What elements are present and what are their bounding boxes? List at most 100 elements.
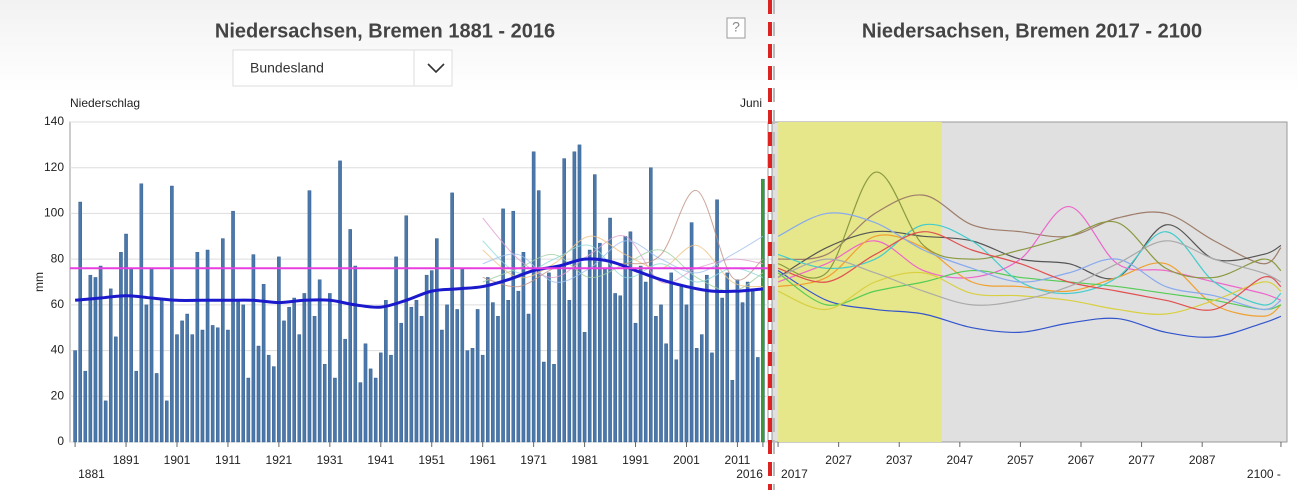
bar xyxy=(343,338,347,443)
bar xyxy=(353,265,358,443)
bar xyxy=(419,316,424,443)
bar xyxy=(592,174,597,443)
bar xyxy=(496,316,500,443)
x-tick-label: 2001 xyxy=(673,453,700,467)
bar xyxy=(608,217,612,443)
bar xyxy=(114,336,118,443)
bar xyxy=(180,320,184,443)
model-line xyxy=(777,212,1282,311)
y-tick-label: 120 xyxy=(44,160,64,174)
dropdown-chevron[interactable] xyxy=(427,63,445,74)
bar xyxy=(638,265,643,443)
bar xyxy=(429,270,434,443)
y-tick-label: 140 xyxy=(44,114,64,128)
model-line xyxy=(777,223,1282,306)
bar xyxy=(287,306,291,443)
bar xyxy=(251,254,256,443)
bar xyxy=(465,350,470,443)
x-tick-label: 1931 xyxy=(316,453,343,467)
bar xyxy=(317,279,322,443)
bar xyxy=(664,343,668,443)
bar xyxy=(272,366,276,443)
bar xyxy=(414,300,419,443)
x-tick-label: 2027 xyxy=(825,453,852,467)
bar xyxy=(445,304,449,443)
bar xyxy=(312,316,317,443)
bar xyxy=(480,354,485,443)
bar xyxy=(669,272,673,443)
bar xyxy=(526,313,531,443)
x-tick-label: 1991 xyxy=(622,453,649,467)
bar xyxy=(756,357,760,443)
bar xyxy=(119,252,123,443)
x-tick-label: 2016 xyxy=(736,467,763,481)
model-line xyxy=(777,270,1282,338)
bar xyxy=(399,322,403,443)
bar xyxy=(134,370,139,443)
help-box[interactable] xyxy=(726,17,746,39)
dropdown-label[interactable]: Bundesland xyxy=(250,60,324,76)
bar xyxy=(562,158,566,443)
bar xyxy=(328,293,332,443)
bar xyxy=(531,151,536,443)
bar xyxy=(124,233,128,443)
plot-bg xyxy=(69,121,769,443)
x-tick-label: 1941 xyxy=(367,453,394,467)
bar xyxy=(98,265,103,443)
bar xyxy=(144,304,149,443)
x-tick-label: 1911 xyxy=(215,453,241,467)
bar xyxy=(450,192,454,443)
bar xyxy=(424,274,429,443)
bar xyxy=(486,277,490,443)
x-tick-label: 1961 xyxy=(469,453,496,467)
bar xyxy=(440,329,444,443)
bar xyxy=(379,352,383,443)
help-icon[interactable]: ? xyxy=(732,19,740,35)
x-tick-label: 2067 xyxy=(1068,453,1095,467)
bar xyxy=(108,288,113,443)
bar xyxy=(409,306,414,443)
bar xyxy=(542,361,546,443)
bar xyxy=(404,215,409,443)
bar xyxy=(389,354,393,443)
bar xyxy=(536,190,541,443)
x-tick-label: 2057 xyxy=(1007,453,1034,467)
variable-label: Niederschlag xyxy=(70,96,140,110)
x-tick-label: 2037 xyxy=(886,453,913,467)
bar xyxy=(333,377,337,443)
plot: 0 20 40 60 80 100 120 140 1891 1901 1911 1921 1931 19… xyxy=(44,0,1288,490)
left-title: Niedersachsen, Bremen 1881 - 2016 xyxy=(215,20,555,42)
header-bg xyxy=(0,0,1297,92)
bar xyxy=(282,320,286,443)
x-tick-label: 1981 xyxy=(571,453,598,467)
bar xyxy=(78,201,82,443)
bar xyxy=(88,274,93,443)
bar xyxy=(491,302,495,443)
model-line xyxy=(777,231,1282,311)
bar xyxy=(185,313,189,443)
y-tick-label: 40 xyxy=(51,343,65,357)
trend-line xyxy=(74,257,764,309)
bar xyxy=(277,256,281,443)
bar xyxy=(674,359,679,443)
bar xyxy=(261,284,266,443)
model-line xyxy=(482,190,764,288)
bar xyxy=(302,293,307,443)
bar xyxy=(159,300,164,443)
dropdown[interactable] xyxy=(232,49,453,87)
x-tick-label: 1921 xyxy=(266,453,293,467)
bar xyxy=(618,295,623,443)
x-tick-label: 1901 xyxy=(164,453,191,467)
model-line xyxy=(777,240,1282,306)
y-tick-label: 20 xyxy=(51,388,65,402)
right-title: Niedersachsen, Bremen 2017 - 2100 xyxy=(862,20,1202,42)
bar xyxy=(195,252,200,443)
bar xyxy=(501,208,505,443)
bar xyxy=(236,300,240,443)
x-tick-label: 2047 xyxy=(946,453,973,467)
model-line xyxy=(482,235,764,283)
bar xyxy=(368,368,373,443)
bar xyxy=(547,272,551,443)
bar xyxy=(745,281,750,443)
x-tick-label: 2017 xyxy=(781,467,808,481)
